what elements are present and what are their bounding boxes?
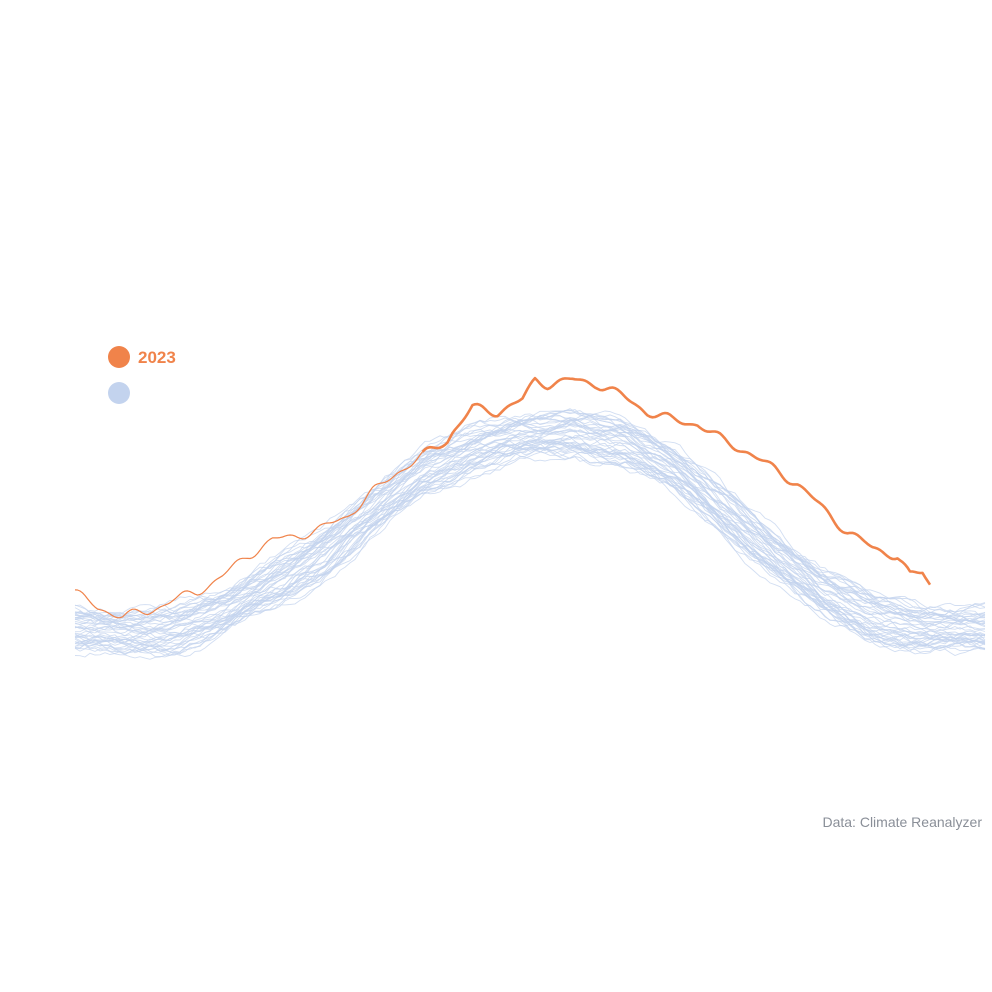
source-note: Data: Climate Reanalyzer [822,814,982,830]
background-series-line [74,432,986,644]
highlight-line-late [421,376,932,586]
legend-label-2023: 2023 [138,348,176,367]
legend-dot-2023 [108,346,130,368]
highlight-series-lines [74,376,932,619]
background-series-line [74,416,986,634]
background-series-line [74,432,986,641]
background-series-line [74,445,986,660]
background-series-line [74,443,986,654]
background-series-line [74,415,986,625]
background-series-line [74,408,986,624]
background-series-line [74,423,986,631]
background-series-lines [74,408,986,660]
background-series-line [74,409,986,618]
background-series-line [74,415,986,627]
legend-dot-other-years [108,382,130,404]
highlight-line-early [74,451,423,619]
background-series-line [74,411,986,622]
background-series-line [74,441,986,653]
background-series-line [74,440,986,655]
background-series-line [74,416,986,628]
background-series-line [74,440,986,651]
legend: 2023 [108,346,176,404]
background-series-line [74,422,986,632]
background-series-line [74,438,986,656]
